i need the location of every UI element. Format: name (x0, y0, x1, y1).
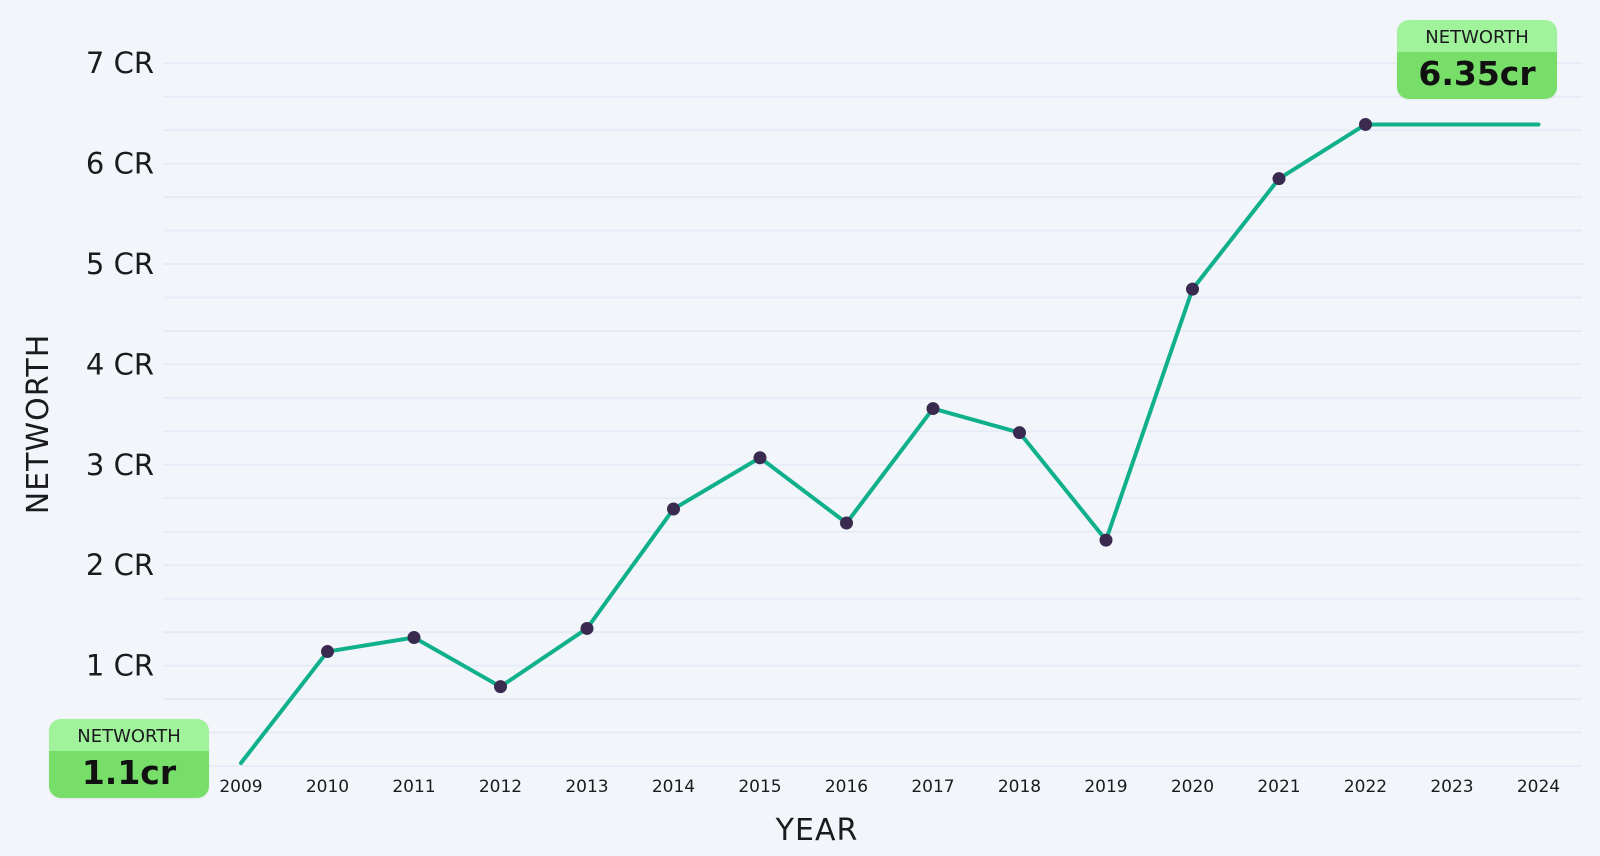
grid-lines (163, 62, 1582, 767)
data-point (840, 516, 853, 530)
y-tick-label: 3 CR (86, 448, 154, 482)
start-networth-badge: NETWORTH 1.1cr (49, 719, 209, 798)
data-point (1272, 172, 1286, 186)
data-point (926, 402, 940, 416)
y-tick-label: 1 CR (86, 649, 154, 683)
x-tick-label: 2023 (1430, 777, 1473, 797)
y-tick-label: 4 CR (86, 347, 154, 381)
x-tick-label: 2010 (306, 777, 349, 797)
data-point (407, 630, 421, 644)
y-tick-label: 7 CR (86, 46, 154, 80)
y-tick-label: 6 CR (86, 147, 154, 181)
y-tick-label: 2 CR (86, 548, 154, 582)
x-tick-label: 2013 (565, 777, 608, 797)
x-tick-label: 2018 (998, 777, 1041, 797)
data-point (1099, 533, 1113, 547)
y-axis-tick-labels: 7 CR 6 CR 5 CR 4 CR 3 CR 2 CR 1 CR (86, 46, 154, 682)
start-badge-label: NETWORTH (49, 719, 209, 751)
x-tick-label: 2011 (392, 777, 435, 797)
x-tick-label: 2017 (911, 777, 954, 797)
y-tick-label: 5 CR (86, 247, 154, 281)
end-networth-badge: NETWORTH 6.35cr (1397, 20, 1557, 99)
y-axis-title: NETWORTH (21, 334, 56, 515)
x-tick-label: 2021 (1257, 777, 1300, 797)
data-point (753, 451, 767, 465)
x-tick-label: 2016 (825, 777, 868, 797)
x-tick-label: 2012 (479, 777, 522, 797)
data-point (667, 502, 680, 516)
start-badge-value: 1.1cr (49, 751, 209, 798)
data-point (1359, 117, 1372, 131)
data-point (1013, 426, 1026, 440)
data-point (494, 680, 507, 694)
x-tick-label: 2009 (219, 777, 262, 797)
data-point (321, 645, 334, 659)
x-axis-tick-labels: 2009 2010 2011 2012 2013 2014 2015 2016 2017 2018… (219, 777, 1560, 797)
end-badge-value: 6.35cr (1397, 52, 1557, 99)
series-line (239, 122, 1541, 765)
x-tick-label: 2020 (1171, 777, 1214, 797)
x-tick-label: 2024 (1517, 777, 1560, 797)
data-point (1186, 282, 1199, 296)
series-layer (239, 117, 1541, 765)
x-tick-label: 2014 (652, 777, 695, 797)
x-tick-label: 2019 (1084, 777, 1127, 797)
x-axis-title: YEAR (775, 813, 859, 848)
x-tick-label: 2015 (738, 777, 781, 797)
data-point (580, 621, 594, 635)
end-badge-label: NETWORTH (1397, 20, 1557, 52)
x-tick-label: 2022 (1344, 777, 1387, 797)
